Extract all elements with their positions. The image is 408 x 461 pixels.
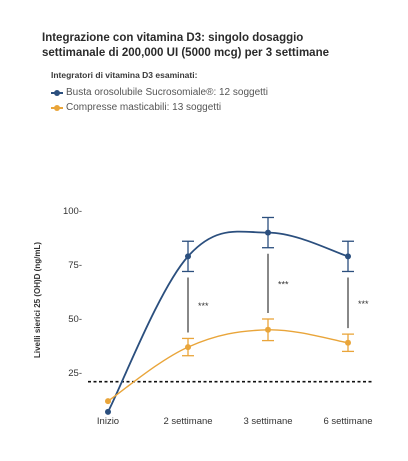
chart-title-line: Integrazione con vitamina D3: singolo do… (42, 32, 304, 44)
significance-label: *** (198, 301, 209, 311)
y-tick-label: 75- (68, 260, 82, 271)
chart-title-line: settimanale di 200,000 UI (5000 mcg) per… (42, 47, 329, 59)
data-point (345, 253, 351, 260)
series-line-0 (107, 230, 349, 413)
y-axis-title: Livelli sierici 25 (OH)D (ng/mL) (33, 242, 42, 358)
data-point (345, 339, 351, 346)
legend-label: Compresse masticabili: 13 soggetti (66, 102, 222, 113)
x-tick-label: Inizio (97, 416, 119, 427)
y-tick-label: 25- (68, 368, 82, 379)
chart-title: Integrazione con vitamina D3: singolo do… (42, 31, 382, 61)
y-tick-label: 100- (63, 206, 82, 217)
legend-item-sucrosomial: Busta orosolubile Sucrosomiale®: 12 sogg… (51, 87, 268, 98)
x-tick-label: 3 settimane (243, 416, 292, 427)
legend-swatch-orange (51, 104, 63, 112)
legend-item-chewable: Compresse masticabili: 13 soggetti (51, 102, 221, 113)
data-point (105, 398, 111, 405)
data-point (265, 229, 271, 236)
data-point (185, 344, 191, 351)
legend-heading: Integratori di vitamina D3 esaminati: (51, 70, 198, 80)
data-point (265, 326, 271, 333)
x-tick-label: 2 settimane (163, 416, 212, 427)
data-point (105, 408, 111, 415)
series-line-1 (107, 329, 349, 402)
y-tick-label: 50- (68, 314, 82, 325)
x-tick-label: 6 settimane (323, 416, 372, 427)
significance-label: *** (358, 299, 369, 309)
data-point (185, 253, 191, 260)
legend-label: Busta orosolubile Sucrosomiale®: 12 sogg… (66, 87, 268, 98)
legend-swatch-blue (51, 89, 63, 97)
significance-label: *** (278, 279, 289, 289)
